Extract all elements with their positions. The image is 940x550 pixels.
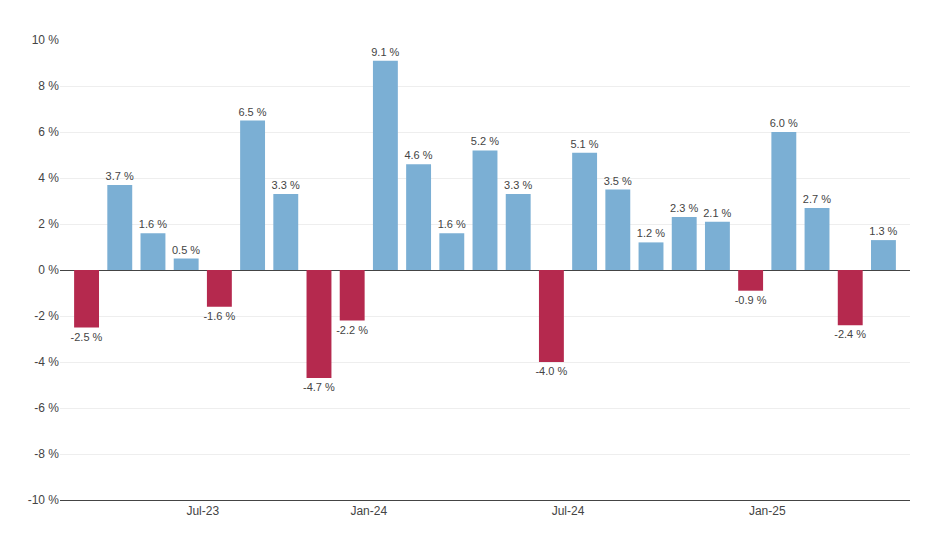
svg-text:Jan-25: Jan-25 xyxy=(749,504,786,518)
svg-text:-4 %: -4 % xyxy=(34,355,59,369)
svg-text:6.0 %: 6.0 % xyxy=(770,117,798,129)
svg-text:Jul-24: Jul-24 xyxy=(552,504,585,518)
svg-text:-0.9 %: -0.9 % xyxy=(735,294,767,306)
svg-text:8 %: 8 % xyxy=(38,79,59,93)
svg-text:6 %: 6 % xyxy=(38,125,59,139)
svg-text:6.5 %: 6.5 % xyxy=(238,106,266,118)
svg-text:-1.6 %: -1.6 % xyxy=(203,310,235,322)
svg-text:0.5 %: 0.5 % xyxy=(172,244,200,256)
svg-text:3.5 %: 3.5 % xyxy=(604,175,632,187)
svg-text:-4.7 %: -4.7 % xyxy=(303,381,335,393)
svg-text:-2.5 %: -2.5 % xyxy=(71,331,103,343)
svg-text:-6 %: -6 % xyxy=(34,401,59,415)
svg-text:3.3 %: 3.3 % xyxy=(272,179,300,191)
svg-text:-2 %: -2 % xyxy=(34,309,59,323)
svg-text:5.1 %: 5.1 % xyxy=(570,138,598,150)
svg-text:1.6 %: 1.6 % xyxy=(139,218,167,230)
svg-text:5.2 %: 5.2 % xyxy=(471,135,499,147)
svg-text:1.6 %: 1.6 % xyxy=(438,218,466,230)
svg-text:-2.2 %: -2.2 % xyxy=(336,324,368,336)
svg-text:Jul-23: Jul-23 xyxy=(186,504,219,518)
svg-text:4.6 %: 4.6 % xyxy=(404,149,432,161)
svg-text:Jan-24: Jan-24 xyxy=(350,504,387,518)
svg-text:9.1 %: 9.1 % xyxy=(371,46,399,58)
svg-text:1.2 %: 1.2 % xyxy=(637,227,665,239)
svg-text:2.1 %: 2.1 % xyxy=(703,207,731,219)
svg-text:4 %: 4 % xyxy=(38,171,59,185)
svg-text:1.3 %: 1.3 % xyxy=(869,225,897,237)
svg-text:3.7 %: 3.7 % xyxy=(106,170,134,182)
svg-text:0 %: 0 % xyxy=(38,263,59,277)
svg-text:-8 %: -8 % xyxy=(34,447,59,461)
svg-text:-2.4 %: -2.4 % xyxy=(834,328,866,340)
svg-text:-10 %: -10 % xyxy=(28,493,60,507)
svg-text:2.3 %: 2.3 % xyxy=(670,202,698,214)
svg-text:10 %: 10 % xyxy=(32,33,60,47)
svg-text:2.7 %: 2.7 % xyxy=(803,193,831,205)
svg-text:-4.0 %: -4.0 % xyxy=(535,365,567,377)
svg-text:2 %: 2 % xyxy=(38,217,59,231)
svg-text:3.3 %: 3.3 % xyxy=(504,179,532,191)
